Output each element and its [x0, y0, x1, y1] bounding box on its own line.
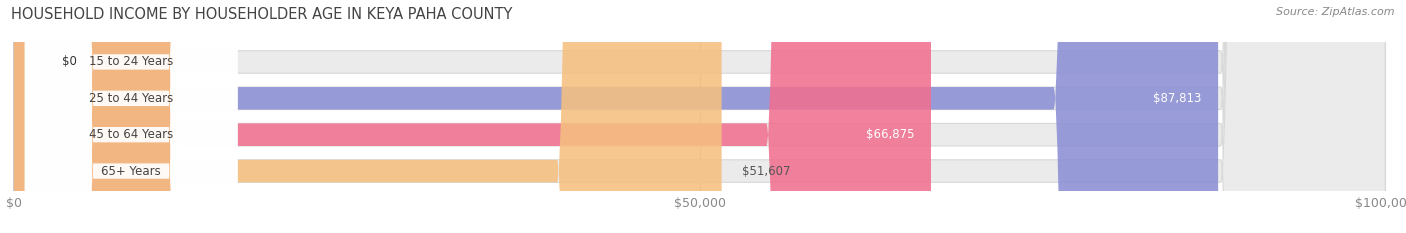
FancyBboxPatch shape: [14, 0, 1385, 233]
Text: 15 to 24 Years: 15 to 24 Years: [89, 55, 173, 69]
Text: 45 to 64 Years: 45 to 64 Years: [89, 128, 173, 141]
Text: $66,875: $66,875: [866, 128, 914, 141]
FancyBboxPatch shape: [25, 0, 238, 233]
FancyBboxPatch shape: [25, 0, 238, 233]
FancyBboxPatch shape: [14, 0, 1385, 233]
FancyBboxPatch shape: [25, 0, 238, 233]
FancyBboxPatch shape: [14, 0, 721, 233]
Text: HOUSEHOLD INCOME BY HOUSEHOLDER AGE IN KEYA PAHA COUNTY: HOUSEHOLD INCOME BY HOUSEHOLDER AGE IN K…: [11, 7, 513, 22]
FancyBboxPatch shape: [14, 0, 1385, 233]
Text: $87,813: $87,813: [1153, 92, 1202, 105]
FancyBboxPatch shape: [14, 0, 55, 233]
FancyBboxPatch shape: [14, 0, 1385, 233]
FancyBboxPatch shape: [14, 0, 931, 233]
Text: $51,607: $51,607: [742, 164, 790, 178]
Text: Source: ZipAtlas.com: Source: ZipAtlas.com: [1277, 7, 1395, 17]
Text: 65+ Years: 65+ Years: [101, 164, 162, 178]
Text: 25 to 44 Years: 25 to 44 Years: [89, 92, 173, 105]
FancyBboxPatch shape: [14, 0, 1218, 233]
Text: $0: $0: [62, 55, 77, 69]
FancyBboxPatch shape: [25, 0, 238, 233]
